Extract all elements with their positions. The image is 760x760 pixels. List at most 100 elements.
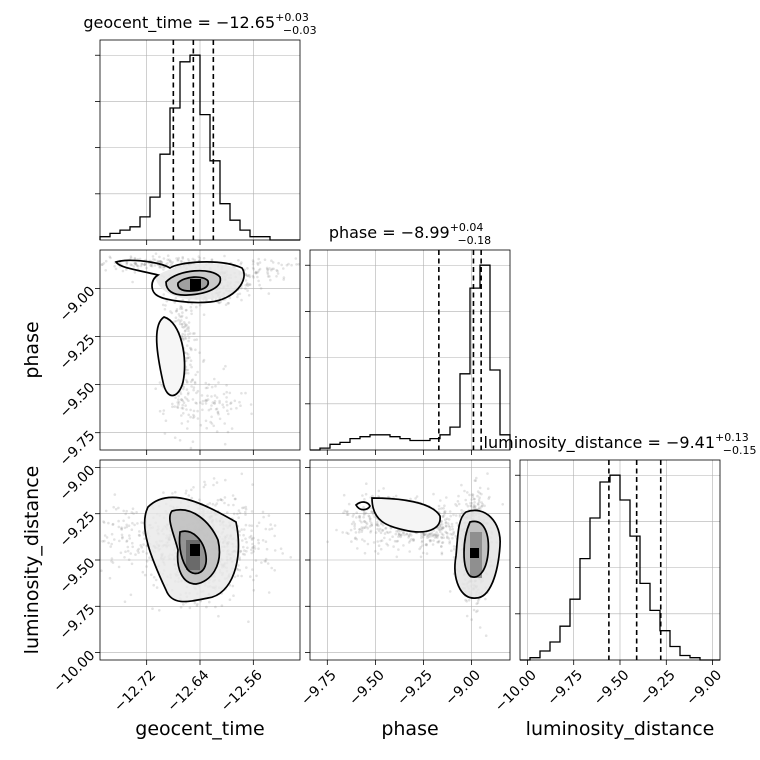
scatter-point [234, 497, 237, 501]
scatter-point [141, 570, 145, 574]
scatter-point [223, 422, 226, 425]
scatter-point [158, 609, 161, 612]
scatter-point [180, 260, 184, 263]
scatter-point [358, 516, 362, 519]
scatter-point [253, 545, 256, 548]
scatter-point [204, 483, 207, 487]
phase-x-tick-label: −9.75 [298, 667, 340, 709]
scatter-point [443, 504, 446, 508]
scatter-point [436, 536, 439, 539]
scatter-point [195, 338, 198, 341]
scatter-point [244, 283, 247, 287]
scatter-point [487, 497, 491, 500]
scatter-point [360, 526, 364, 529]
scatter-point [335, 528, 338, 532]
scatter-point [457, 494, 460, 498]
scatter-point [225, 396, 228, 399]
geocent_time-luminosity_distance-density-shade [190, 544, 200, 556]
scatter-point [265, 266, 269, 270]
scatter-point [395, 530, 398, 533]
scatter-point [251, 568, 254, 571]
scatter-point [184, 492, 188, 495]
scatter-point [103, 539, 106, 543]
scatter-point [158, 260, 162, 263]
scatter-point [182, 385, 186, 389]
scatter-point [202, 485, 206, 489]
scatter-point [179, 259, 183, 263]
scatter-point [255, 271, 259, 275]
scatter-point [444, 521, 448, 525]
scatter-point [126, 545, 130, 549]
scatter-point [196, 417, 200, 420]
scatter-point [241, 552, 245, 556]
scatter-point [127, 516, 131, 519]
scatter-point [225, 390, 228, 394]
scatter-point [488, 495, 491, 499]
scatter-point [476, 490, 480, 493]
scatter-point [475, 476, 478, 480]
scatter-point [372, 541, 376, 544]
scatter-point [178, 322, 182, 326]
scatter-point [281, 552, 285, 555]
scatter-point [237, 516, 240, 519]
scatter-point [250, 524, 254, 527]
scatter-point [128, 534, 131, 537]
scatter-point [369, 531, 372, 534]
scatter-point [383, 532, 387, 535]
scatter-point [354, 531, 358, 534]
scatter-point [259, 287, 263, 290]
scatter-point [379, 547, 383, 551]
scatter-point [440, 532, 444, 536]
scatter-point [478, 491, 482, 495]
scatter-point [366, 542, 370, 546]
scatter-point [255, 524, 259, 528]
scatter-point [239, 549, 243, 553]
scatter-point [160, 384, 163, 387]
scatter-point [169, 259, 172, 263]
scatter-point [442, 507, 445, 510]
scatter-point [187, 399, 190, 403]
scatter-point [166, 262, 169, 265]
luminosity_distance-y-tick-label: −9.75 [57, 601, 99, 643]
scatter-point [237, 259, 240, 262]
scatter-point [129, 255, 133, 258]
scatter-point [437, 526, 441, 530]
scatter-point [175, 308, 179, 311]
scatter-point [171, 405, 174, 409]
scatter-point [238, 292, 242, 296]
scatter-point [171, 261, 174, 264]
scatter-point [140, 545, 143, 549]
scatter-point [476, 609, 479, 612]
scatter-point [131, 507, 135, 511]
scatter-point [198, 256, 202, 260]
scatter-point [270, 267, 274, 271]
scatter-point [215, 407, 219, 411]
scatter-point [451, 536, 454, 540]
scatter-point [196, 602, 199, 606]
scatter-point [244, 273, 248, 277]
scatter-point [182, 338, 185, 342]
scatter-point [111, 523, 114, 526]
scatter-point [223, 496, 227, 499]
y-axis-label-luminosity-distance: luminosity_distance [21, 466, 43, 655]
scatter-point [188, 332, 192, 335]
scatter-point [447, 524, 451, 528]
scatter-point [422, 533, 426, 536]
scatter-point [450, 525, 454, 528]
scatter-point [266, 275, 270, 278]
scatter-point [201, 408, 204, 412]
scatter-point [194, 373, 197, 377]
scatter-point [403, 533, 406, 537]
scatter-point [247, 294, 251, 297]
scatter-point [150, 264, 154, 268]
scatter-point [183, 333, 187, 337]
scatter-point [215, 396, 219, 399]
scatter-point [158, 260, 161, 263]
scatter-point [273, 549, 277, 552]
scatter-point [180, 319, 183, 322]
scatter-point [187, 321, 191, 324]
scatter-point [217, 301, 221, 305]
scatter-point [384, 526, 388, 530]
scatter-point [456, 500, 460, 503]
scatter-point [251, 483, 254, 486]
